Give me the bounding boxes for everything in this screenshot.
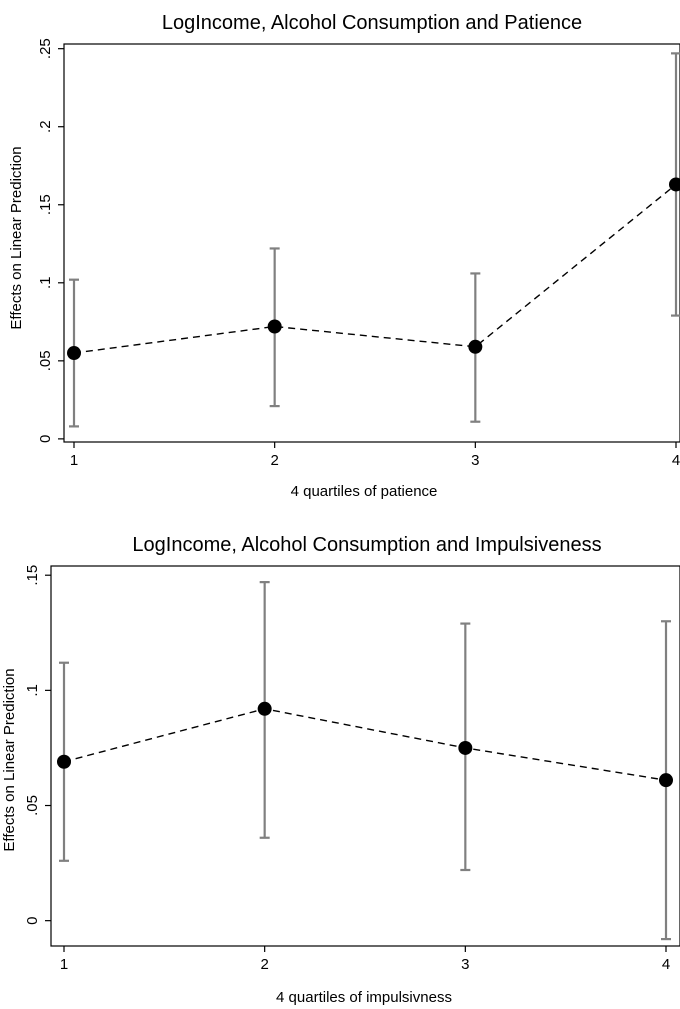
chart-impulsiveness: LogIncome, Alcohol Consumption and Impul… (1, 534, 680, 1006)
chart-patience: LogIncome, Alcohol Consumption and Patie… (8, 12, 680, 500)
chart-title: LogIncome, Alcohol Consumption and Impul… (132, 534, 601, 556)
series-line (63, 708, 667, 781)
x-tick-label: 4 (662, 956, 670, 973)
y-tick-label: 0 (24, 916, 41, 924)
y-tick-label: 0 (37, 435, 54, 443)
series-line (73, 183, 677, 354)
data-point (57, 754, 71, 769)
y-axis-label: Effects on Linear Prediction (1, 668, 18, 851)
x-tick-label: 3 (471, 452, 479, 469)
y-tick-label: .05 (24, 795, 41, 816)
x-tick-label: 2 (270, 452, 278, 469)
x-axis-label: 4 quartiles of impulsivness (276, 989, 452, 1006)
x-tick-label: 4 (672, 452, 680, 469)
y-tick-label: .25 (37, 38, 54, 59)
y-tick-label: .15 (24, 565, 41, 586)
plot-region: 0 .05 .1 .15 1 2 3 4 (24, 565, 680, 973)
plot-region: 0 .05 .1 .15 .2 .25 1 2 3 4 (37, 38, 680, 469)
y-axis-label: Effects on Linear Prediction (8, 146, 25, 329)
x-tick-label: 2 (260, 956, 268, 973)
y-tick-label: .1 (24, 684, 41, 697)
data-point (257, 701, 272, 716)
y-tick-label: .2 (37, 120, 54, 133)
data-point (468, 339, 483, 354)
y-tick-label: .05 (37, 350, 54, 371)
plot-frame (63, 43, 680, 443)
data-point (267, 319, 282, 334)
data-point (458, 740, 473, 755)
y-tick-label: .1 (37, 277, 54, 290)
y-tick-label: .15 (37, 194, 54, 215)
data-point (67, 346, 81, 361)
x-axis-label: 4 quartiles of patience (291, 483, 438, 500)
chart-title: LogIncome, Alcohol Consumption and Patie… (162, 12, 582, 34)
x-tick-label: 1 (60, 956, 68, 973)
x-tick-label: 1 (70, 452, 78, 469)
plot-frame (50, 565, 680, 947)
data-point (669, 177, 680, 192)
data-point (659, 773, 673, 788)
x-tick-label: 3 (461, 956, 469, 973)
